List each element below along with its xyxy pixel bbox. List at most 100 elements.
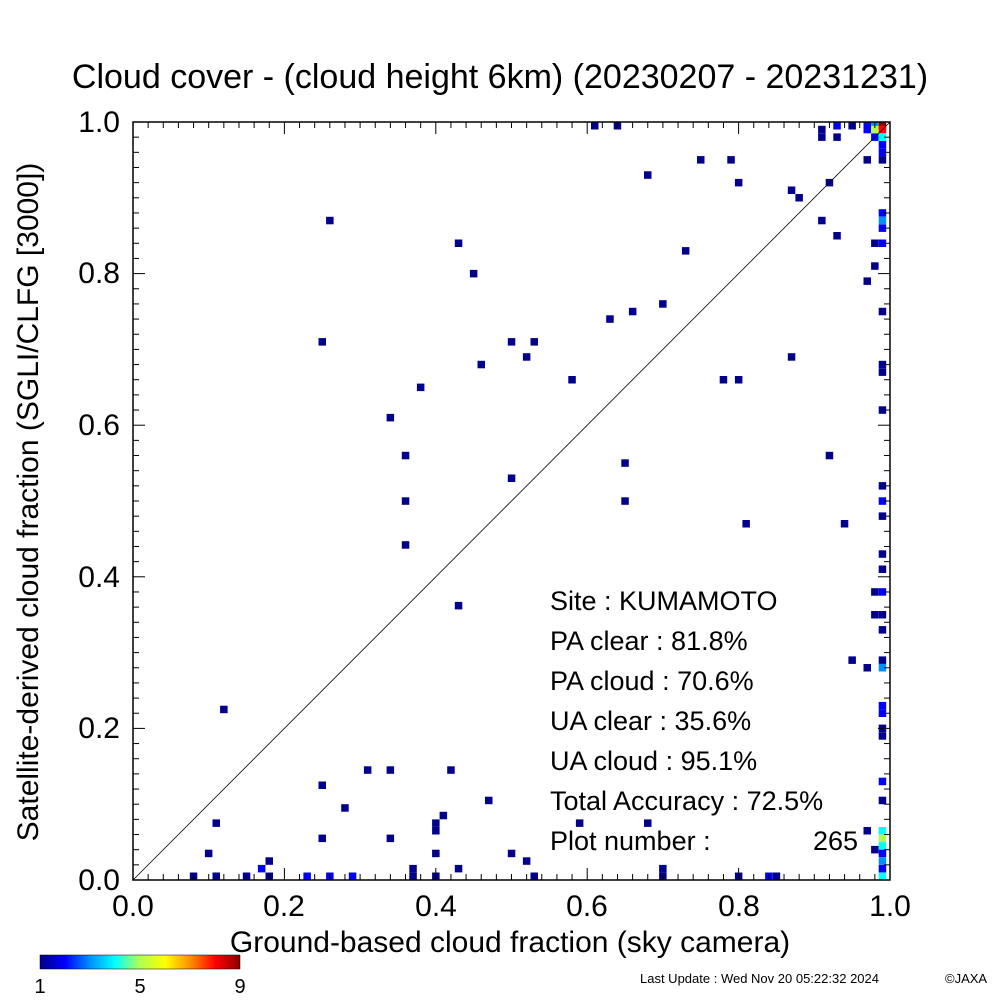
stats-box: Site : KUMAMOTO PA clear : 81.8% PA clou… xyxy=(550,586,858,856)
heatmap-cell xyxy=(878,796,887,805)
stat-site: Site : KUMAMOTO xyxy=(550,586,778,616)
heatmap-cell xyxy=(878,656,887,664)
heatmap-cell xyxy=(871,125,879,134)
stat-pa-clear: PA clear : 81.8% xyxy=(550,626,748,656)
heatmap-cell xyxy=(326,216,334,225)
heatmap-cell xyxy=(432,827,440,835)
heatmap-cell xyxy=(878,307,887,316)
x-tick-label: 0.8 xyxy=(718,890,760,923)
heatmap-cell xyxy=(878,360,887,369)
heatmap-cell xyxy=(659,864,667,873)
heatmap-cell xyxy=(659,300,667,308)
heatmap-cell xyxy=(878,224,887,232)
heatmap-cell xyxy=(833,232,841,240)
heatmap-cell xyxy=(878,864,887,873)
heatmap-cell xyxy=(878,709,887,717)
heatmap-cell xyxy=(485,796,493,805)
chart-title: Cloud cover - (cloud height 6km) (202302… xyxy=(72,58,928,96)
heatmap-cell xyxy=(772,872,781,880)
heatmap-cell xyxy=(863,664,871,672)
heatmap-cell xyxy=(257,864,266,873)
heatmap-cell xyxy=(878,148,887,157)
heatmap-cell xyxy=(432,849,440,858)
x-tick-label: 0.4 xyxy=(415,890,457,923)
heatmap-cell xyxy=(348,872,357,880)
heatmap-cell xyxy=(878,156,887,164)
heatmap-cell xyxy=(863,277,871,285)
heatmap-cell xyxy=(878,857,887,865)
heatmap-cell xyxy=(621,459,629,467)
heatmap-cell xyxy=(341,804,349,812)
heatmap-cell xyxy=(439,811,448,820)
heatmap-cell xyxy=(878,626,887,634)
heatmap-cell xyxy=(363,766,372,774)
heatmap-cell xyxy=(220,705,228,714)
heatmap-cell xyxy=(878,732,887,740)
heatmap-cell xyxy=(787,186,796,194)
heatmap-cell xyxy=(795,194,803,202)
heatmap-cell xyxy=(871,588,879,596)
heatmap-cell xyxy=(878,849,887,858)
heatmap-cell xyxy=(386,413,395,422)
colorbar-label: 1 xyxy=(34,976,45,998)
heatmap-cell xyxy=(568,376,576,384)
y-tick-label: 1.0 xyxy=(78,106,120,139)
x-axis-label: Ground-based cloud fraction (sky camera) xyxy=(230,926,790,959)
heatmap-cell xyxy=(477,360,485,369)
heatmap-cell xyxy=(591,122,599,130)
heatmap-cell xyxy=(863,125,871,134)
x-tick-label: 0.2 xyxy=(263,890,305,923)
heatmap-cell xyxy=(530,872,538,880)
heatmap-cell xyxy=(848,656,856,664)
heatmap-cell xyxy=(878,122,887,130)
heatmap-cell xyxy=(878,777,887,786)
stat-plot-number-value: 265 xyxy=(813,826,858,856)
heatmap-cell xyxy=(628,307,637,316)
heatmap-cell xyxy=(522,857,531,865)
heatmap-cell xyxy=(818,216,826,225)
one-to-one-line xyxy=(132,121,891,881)
heatmap-cell xyxy=(787,353,796,361)
heatmap-cell xyxy=(863,827,871,835)
heatmap-cell xyxy=(447,766,455,774)
heatmap-cell xyxy=(871,845,879,854)
heatmap-cell xyxy=(734,376,743,384)
heatmap-cell xyxy=(575,819,584,827)
heatmap-cell xyxy=(697,156,705,164)
heatmap-cell xyxy=(878,482,887,490)
y-tick-label: 0.4 xyxy=(78,561,120,594)
stat-total-accuracy: Total Accuracy : 72.5% xyxy=(550,786,823,816)
y-tick-label: 0.0 xyxy=(78,864,120,897)
heatmap-cell xyxy=(833,133,841,141)
heatmap-cell xyxy=(878,368,887,376)
heatmap-cell xyxy=(507,474,516,482)
heatmap-cell xyxy=(318,338,326,346)
heatmap-cell xyxy=(303,872,311,880)
heatmap-cell xyxy=(409,872,417,880)
heatmap-cell xyxy=(386,766,395,774)
heatmap-cell xyxy=(871,239,879,247)
heatmap-cell xyxy=(621,497,629,505)
stat-ua-cloud: UA cloud : 95.1% xyxy=(550,746,757,776)
heatmap-cell xyxy=(863,156,871,164)
copyright: ©JAXA xyxy=(945,971,987,986)
heatmap-cell xyxy=(863,122,871,130)
heatmap-cell xyxy=(212,872,220,880)
heatmap-cell xyxy=(318,834,326,843)
heatmap-cell xyxy=(606,315,614,323)
axis-ticks xyxy=(132,121,891,881)
heatmap-cell xyxy=(878,611,887,619)
y-axis-label: Satellite-derived cloud fraction (SGLI/C… xyxy=(12,163,45,842)
heatmap-cell xyxy=(242,872,251,880)
heatmap-cell xyxy=(522,353,531,361)
x-tick-label: 0.0 xyxy=(112,890,154,923)
heatmap-cell xyxy=(507,849,516,858)
heatmap-cell xyxy=(644,819,652,827)
heatmap-cell xyxy=(734,178,743,187)
heatmap-cell xyxy=(878,550,887,558)
colorbar-label: 9 xyxy=(234,976,245,998)
heatmap-cell xyxy=(878,141,887,149)
heatmap-cell xyxy=(878,406,887,414)
colorbar-label: 5 xyxy=(134,976,145,998)
